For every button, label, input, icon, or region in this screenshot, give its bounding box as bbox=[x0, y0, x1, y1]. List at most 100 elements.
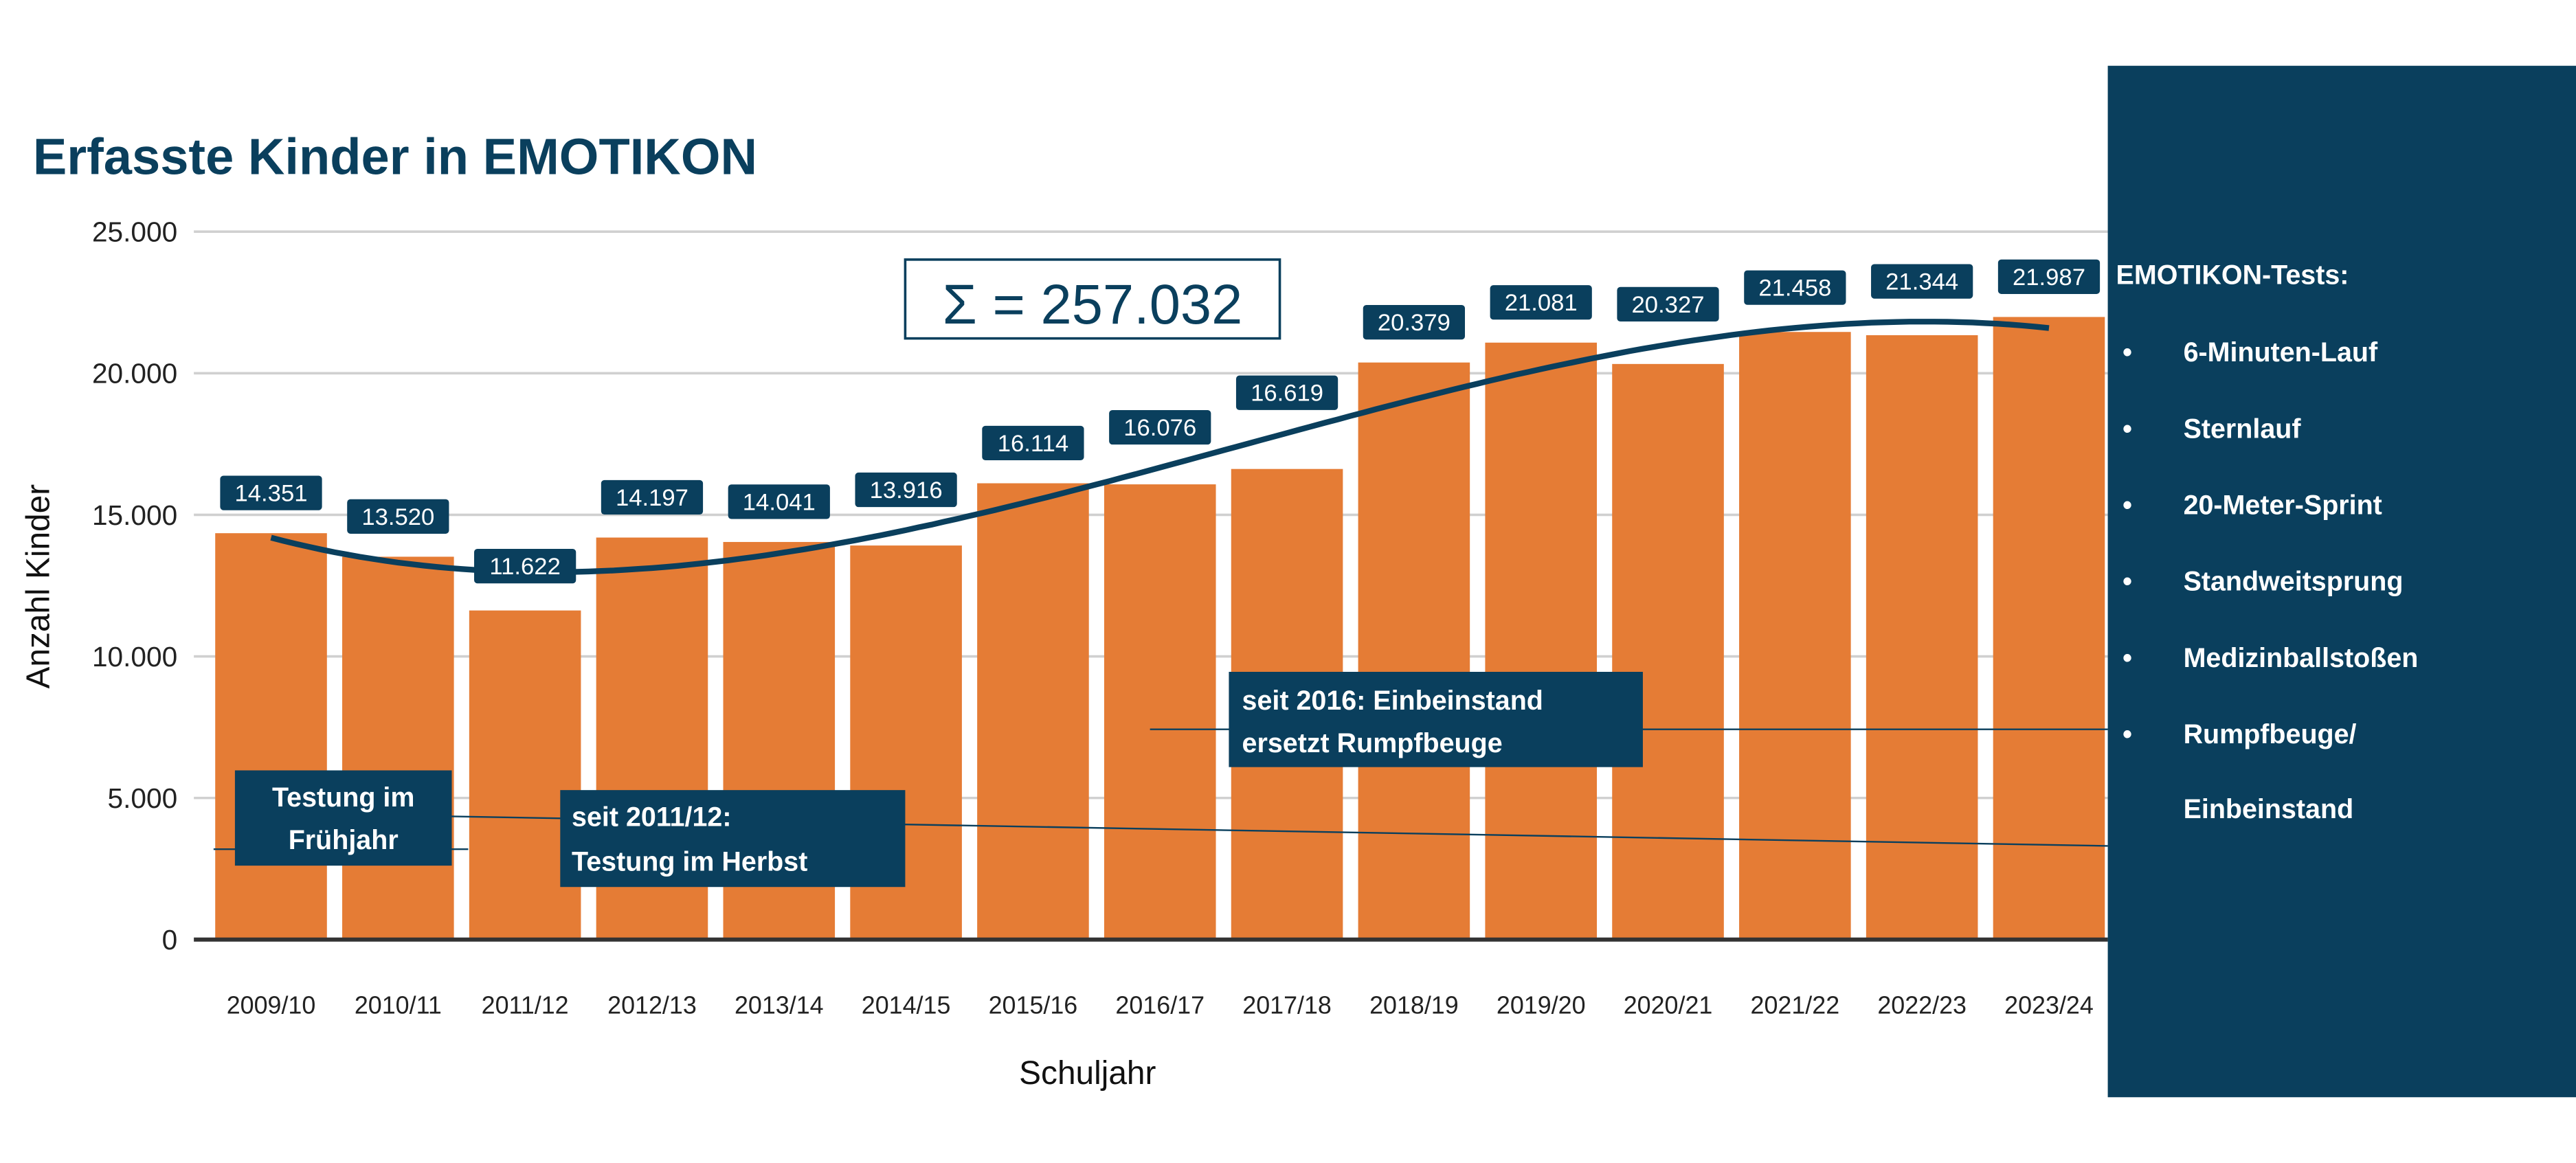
x-tick-label: 2018/19 bbox=[1369, 991, 1459, 1019]
panel-item: • Sternlauf bbox=[2123, 414, 2301, 444]
svg-text:Rumpfbeuge/: Rumpfbeuge/ bbox=[2184, 719, 2357, 749]
bar-2020/21 bbox=[1612, 363, 1724, 940]
svg-text:6-Minuten-Lauf: 6-Minuten-Lauf bbox=[2184, 337, 2378, 368]
data-label: 16.076 bbox=[1109, 409, 1211, 445]
y-tick-label: 5.000 bbox=[108, 782, 178, 814]
data-label: 20.327 bbox=[1617, 286, 1719, 321]
y-axis-title: Anzahl Kinder bbox=[21, 484, 57, 689]
bullet-icon: • bbox=[2123, 719, 2132, 749]
bar-2023/24 bbox=[1993, 317, 2105, 940]
x-axis-title: Schuljahr bbox=[1019, 1055, 1156, 1092]
data-label: 20.379 bbox=[1363, 305, 1466, 340]
data-label: 21.987 bbox=[1997, 259, 2101, 294]
bar-2022/23 bbox=[1866, 335, 1978, 940]
svg-text:20.327: 20.327 bbox=[1632, 292, 1705, 318]
x-tick-label: 2022/23 bbox=[1877, 991, 1967, 1019]
svg-text:16.619: 16.619 bbox=[1251, 381, 1323, 407]
svg-text:20-Meter-Sprint: 20-Meter-Sprint bbox=[2184, 490, 2382, 520]
panel-item: • Standweitsprung bbox=[2123, 567, 2403, 597]
bar-2010/11 bbox=[342, 556, 454, 940]
chart-title: Erfasste Kinder in EMOTIKON bbox=[33, 128, 757, 185]
bullet-icon: • bbox=[2123, 490, 2132, 520]
data-label: 13.916 bbox=[855, 472, 957, 508]
annotation-autumn-testing: seit 2011/12: Testung im Herbst bbox=[560, 790, 906, 888]
svg-text:16.076: 16.076 bbox=[1123, 415, 1196, 441]
x-tick-label: 2017/18 bbox=[1242, 991, 1332, 1019]
data-label: 21.344 bbox=[1871, 264, 1973, 299]
data-label: 14.041 bbox=[728, 484, 830, 519]
sum-box bbox=[904, 258, 1281, 340]
data-label: 16.619 bbox=[1235, 375, 1339, 410]
svg-text:Sternlauf: Sternlauf bbox=[2184, 414, 2302, 444]
data-label: 14.197 bbox=[601, 479, 704, 515]
svg-text:20.379: 20.379 bbox=[1378, 310, 1451, 336]
x-tick-label: 2021/22 bbox=[1751, 991, 1840, 1019]
data-labels: 14.351 13.520 11.622 14.197 14.041 13.916 16.1… bbox=[220, 259, 2101, 584]
svg-text:13.916: 13.916 bbox=[870, 477, 943, 504]
svg-text:16.114: 16.114 bbox=[998, 431, 1068, 457]
panel-item: • Rumpfbeuge/ bbox=[2123, 719, 2356, 749]
svg-text:13.520: 13.520 bbox=[361, 504, 434, 530]
svg-text:Medizinballstoßen: Medizinballstoßen bbox=[2184, 643, 2419, 673]
x-tick-label: 2016/17 bbox=[1115, 991, 1205, 1019]
data-label: 21.081 bbox=[1490, 285, 1592, 320]
y-tick-label: 0 bbox=[162, 924, 178, 956]
bar-2016/17 bbox=[1104, 484, 1216, 940]
panel-item: • Medizinballstoßen bbox=[2123, 643, 2418, 673]
bullet-icon: • bbox=[2123, 337, 2132, 368]
svg-text:21.987: 21.987 bbox=[2013, 264, 2085, 291]
svg-text:Testung im: Testung im bbox=[272, 782, 414, 813]
bar-2019/20 bbox=[1485, 342, 1597, 940]
x-tick-label: 2012/13 bbox=[607, 991, 697, 1019]
svg-text:21.458: 21.458 bbox=[1758, 275, 1831, 302]
svg-text:21.081: 21.081 bbox=[1505, 290, 1578, 316]
y-tick-label: 20.000 bbox=[92, 358, 177, 389]
svg-text:21.344: 21.344 bbox=[1885, 269, 1958, 295]
data-label: 11.622 bbox=[474, 549, 576, 584]
x-tick-labels: 2009/10 2010/11 2011/12 2012/13 2013/14 2014/… bbox=[227, 991, 2094, 1019]
svg-text:14.041: 14.041 bbox=[743, 489, 816, 515]
panel-item-continuation: Einbeinstand bbox=[2184, 794, 2354, 824]
panel-item: • 6-Minuten-Lauf bbox=[2123, 337, 2378, 368]
x-tick-label: 2014/15 bbox=[862, 991, 951, 1019]
svg-text:seit 2011/12:: seit 2011/12: bbox=[572, 802, 731, 833]
svg-text:14.197: 14.197 bbox=[616, 485, 688, 511]
svg-text:Testung im Herbst: Testung im Herbst bbox=[572, 846, 807, 877]
x-tick-label: 2009/10 bbox=[227, 991, 316, 1019]
bar-2018/19 bbox=[1358, 362, 1470, 940]
x-tick-label: 2013/14 bbox=[735, 991, 824, 1019]
bullet-icon: • bbox=[2123, 643, 2132, 673]
data-label: 16.114 bbox=[982, 425, 1084, 461]
data-label: 13.520 bbox=[347, 499, 449, 534]
x-tick-label: 2023/24 bbox=[2004, 991, 2094, 1019]
x-tick-label: 2019/20 bbox=[1497, 991, 1586, 1019]
svg-text:14.351: 14.351 bbox=[235, 481, 308, 507]
x-tick-label: 2010/11 bbox=[355, 991, 442, 1019]
bullet-icon: • bbox=[2123, 567, 2132, 597]
y-tick-label: 15.000 bbox=[92, 499, 177, 531]
y-tick-label: 25.000 bbox=[92, 216, 177, 248]
y-tick-label: 10.000 bbox=[92, 641, 177, 673]
annotation-einbeinstand: seit 2016: Einbeinstand ersetzt Rumpfbeu… bbox=[1229, 672, 1643, 767]
svg-text:ersetzt Rumpfbeuge: ersetzt Rumpfbeuge bbox=[1242, 728, 1503, 758]
bar-2011/12 bbox=[469, 610, 581, 940]
svg-text:Standweitsprung: Standweitsprung bbox=[2184, 567, 2404, 597]
bar-2015/16 bbox=[977, 483, 1089, 940]
y-tick-labels: 0 5.000 10.000 15.000 20.000 25.000 bbox=[92, 216, 177, 956]
annotation-spring-testing: Testung im Frühjahr bbox=[234, 770, 452, 866]
svg-text:Frühjahr: Frühjahr bbox=[289, 825, 399, 855]
bullet-icon: • bbox=[2123, 414, 2132, 444]
svg-text:11.622: 11.622 bbox=[489, 554, 560, 580]
tests-panel: EMOTIKON-Tests: • 6-Minuten-Lauf • Sternlau… bbox=[2107, 65, 2576, 1098]
svg-text:seit 2016: Einbeinstand: seit 2016: Einbeinstand bbox=[1242, 686, 1543, 716]
panel-item: • 20-Meter-Sprint bbox=[2123, 490, 2382, 520]
data-label: 21.458 bbox=[1744, 270, 1846, 305]
bar-2009/10 bbox=[215, 533, 327, 940]
x-tick-label: 2020/21 bbox=[1624, 991, 1713, 1019]
sum-label: Σ = 257.032 bbox=[943, 273, 1243, 336]
panel-title: EMOTIKON-Tests: bbox=[2116, 260, 2349, 291]
data-label: 14.351 bbox=[220, 475, 322, 510]
x-tick-label: 2011/12 bbox=[482, 991, 569, 1019]
bar-2021/22 bbox=[1739, 332, 1851, 940]
